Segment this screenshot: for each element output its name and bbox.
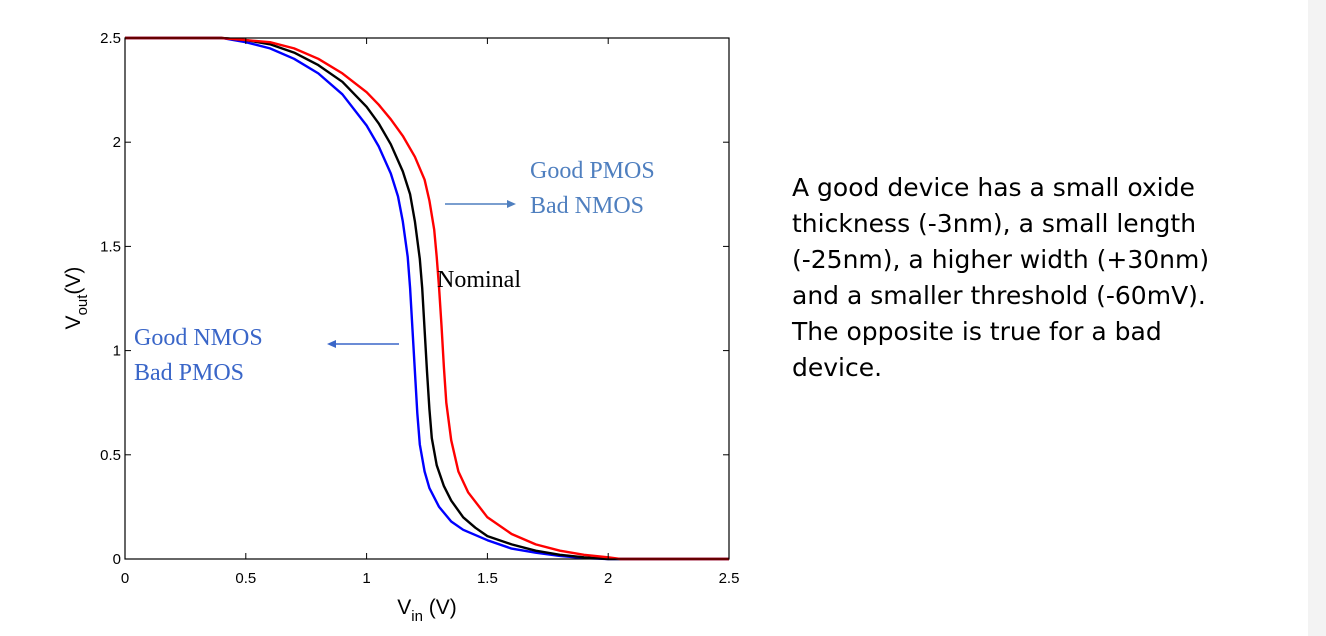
annotation-nominal: Nominal xyxy=(437,267,521,293)
annotation-bad-pmos: Bad PMOS xyxy=(134,360,244,386)
annotation-good-nmos: Good NMOS xyxy=(134,325,263,351)
caption-line: A good device has a small oxide xyxy=(792,173,1195,202)
x-tick-label: 2.5 xyxy=(719,570,740,587)
y-tick-label: 0 xyxy=(113,551,121,568)
caption-line: device. xyxy=(792,353,883,382)
arrow-right-icon xyxy=(445,200,516,208)
y-tick-label: 2.5 xyxy=(100,30,121,47)
caption-line: The opposite is true for a bad xyxy=(792,317,1162,346)
caption-line: thickness (-3nm), a small length xyxy=(792,209,1197,238)
y-tick-label: 2 xyxy=(113,134,121,151)
arrow-left-icon xyxy=(327,340,399,348)
series-line-2 xyxy=(125,36,729,561)
caption-line: (-25nm), a higher width (+30nm) xyxy=(792,245,1210,274)
x-tick-label: 2 xyxy=(604,570,612,587)
explanation-text: A good device has a small oxide thicknes… xyxy=(792,170,1282,386)
series-layer xyxy=(125,36,729,561)
annotation-bad-nmos: Bad NMOS xyxy=(530,193,644,219)
x-tick-label: 1.5 xyxy=(477,570,498,587)
right-edge-strip xyxy=(1308,0,1326,636)
x-tick-label: 0.5 xyxy=(235,570,256,587)
plot-area-frame xyxy=(124,37,730,560)
annotation-good-pmos: Good PMOS xyxy=(530,158,655,184)
x-tick-label: 1 xyxy=(362,570,370,587)
series-line-1 xyxy=(125,36,729,561)
x-tick-label: 0 xyxy=(121,570,129,587)
y-tick-label: 1 xyxy=(113,343,121,360)
axis-ticks: 0 0.5 1 1.5 2 2.5 0 0.5 1 1.5 2 2.5 xyxy=(100,30,739,587)
series-line-0 xyxy=(125,36,729,561)
y-tick-label: 0.5 xyxy=(100,447,121,464)
caption-line: and a smaller threshold (-60mV). xyxy=(792,281,1206,310)
y-axis-title: Vout(V) xyxy=(62,267,91,330)
y-tick-label: 1.5 xyxy=(100,238,121,255)
x-axis-title: Vin (V) xyxy=(397,596,457,625)
